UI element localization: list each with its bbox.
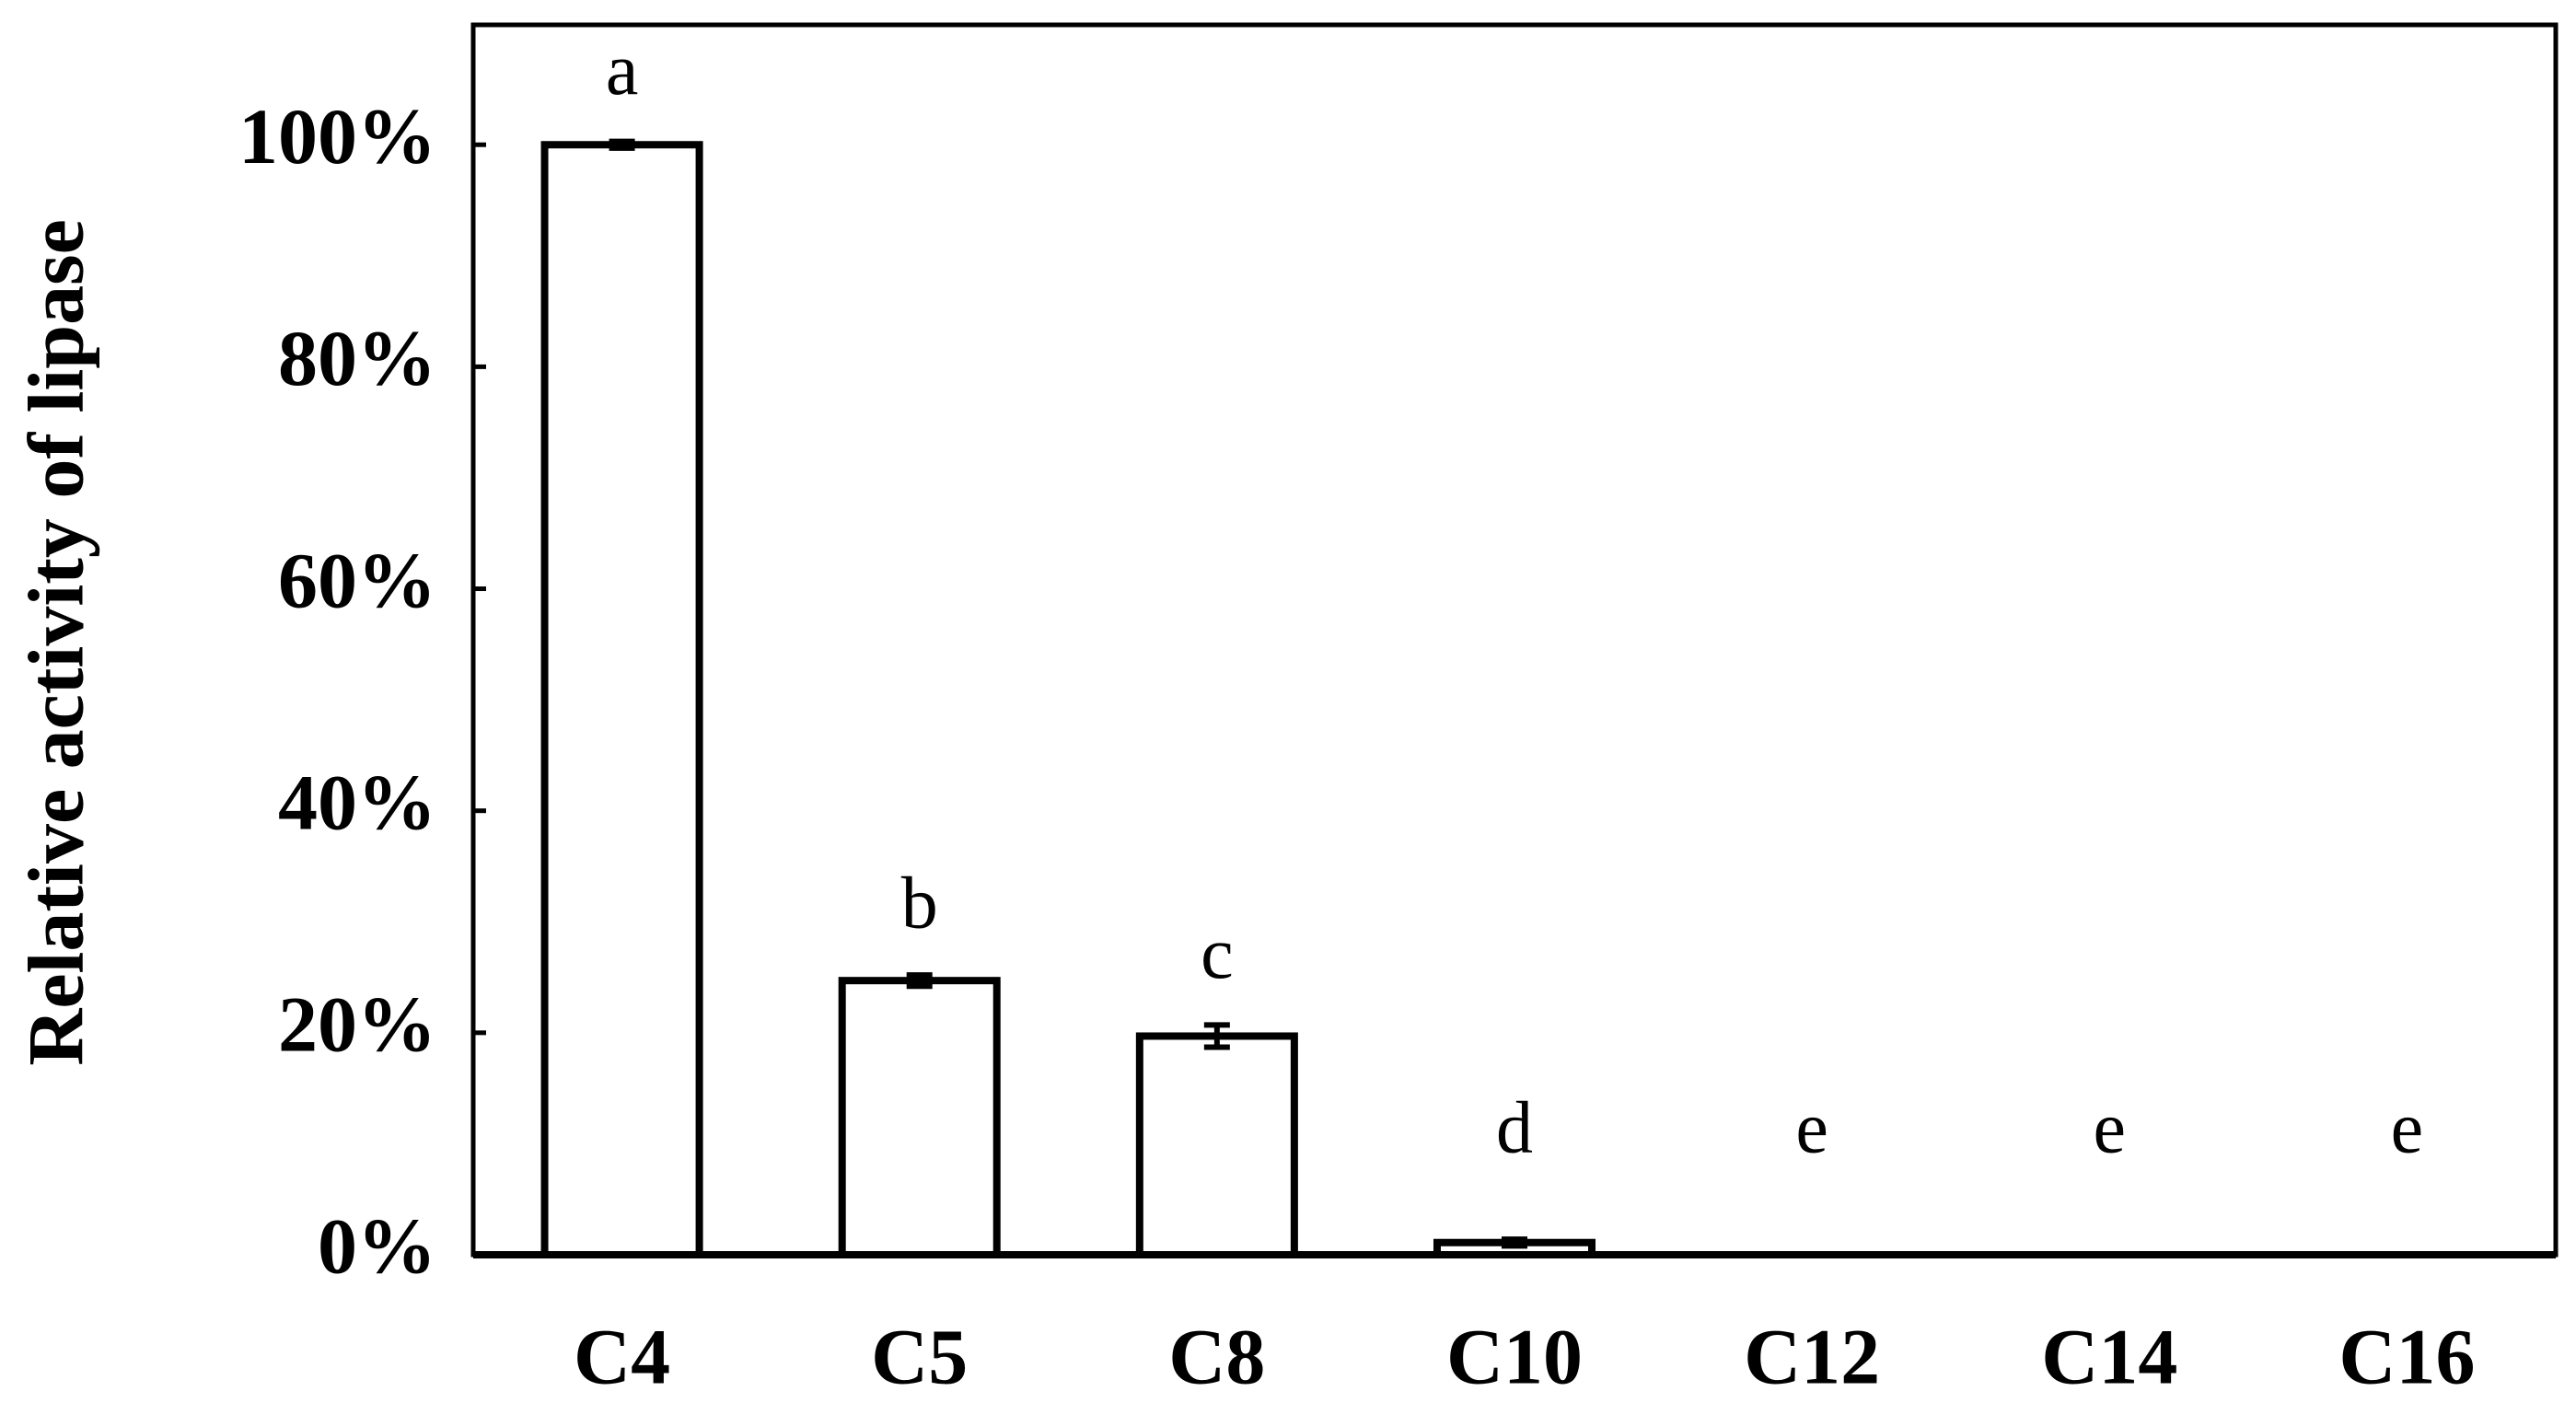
significance-letter: e <box>1795 1087 1828 1168</box>
significance-letter: e <box>2391 1087 2424 1168</box>
x-tick-label: C4 <box>574 1313 670 1401</box>
bar <box>1135 1032 1298 1258</box>
error-bar <box>609 138 635 151</box>
significance-letter: e <box>2094 1087 2127 1168</box>
error-bar <box>1203 1022 1230 1050</box>
y-axis-label: Relative activity of lipase <box>12 219 100 1066</box>
y-tick-label: 80% <box>278 314 436 402</box>
significance-letter: d <box>1496 1087 1533 1168</box>
plot-frame <box>470 22 2559 1258</box>
x-tick-label: C5 <box>871 1313 968 1401</box>
y-tick-label: 60% <box>278 536 436 624</box>
y-tick-label: 100% <box>238 92 436 180</box>
x-tick-label: C10 <box>1446 1313 1583 1401</box>
bar <box>540 141 703 1258</box>
y-tick-label: 0% <box>318 1202 436 1291</box>
bar <box>838 977 1001 1259</box>
x-tick-label: C16 <box>2338 1313 2475 1401</box>
error-bar <box>1502 1236 1527 1249</box>
error-bar <box>906 972 933 990</box>
x-tick-label: C8 <box>1168 1313 1265 1401</box>
x-tick-label: C14 <box>2041 1313 2177 1401</box>
y-tick-label: 20% <box>278 980 436 1069</box>
y-tick-label: 40% <box>278 758 436 846</box>
significance-letter: c <box>1201 913 1234 994</box>
significance-letter: b <box>901 864 938 945</box>
significance-letter: a <box>606 29 639 110</box>
x-tick-label: C12 <box>1744 1313 1880 1401</box>
